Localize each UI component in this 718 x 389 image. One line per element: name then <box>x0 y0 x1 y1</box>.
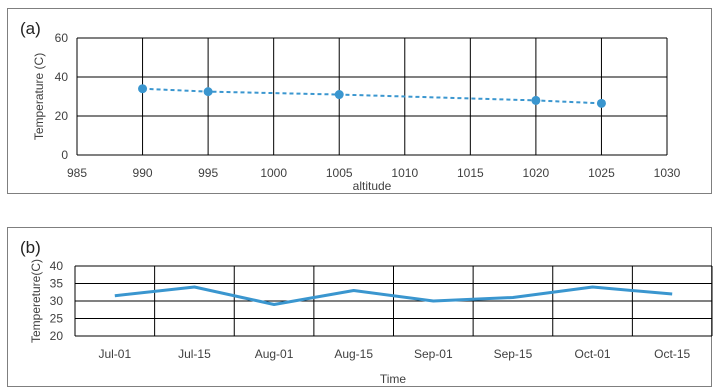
panel-label-a: (a) <box>20 19 41 38</box>
x-axis-label-b: Time <box>380 372 407 386</box>
y-tick-label-a: 20 <box>55 109 69 123</box>
x-tick-label-a: 1015 <box>457 166 484 180</box>
y-axis-label-b: Tempereture(C) <box>29 259 43 343</box>
x-tick-label-a: 1025 <box>588 166 615 180</box>
data-point-a <box>203 87 213 97</box>
x-tick-label-a: 1010 <box>391 166 418 180</box>
x-tick-label-b: Sep-15 <box>494 347 533 361</box>
y-tick-label-b: 30 <box>50 294 64 308</box>
data-point-a <box>531 95 541 105</box>
data-point-a <box>596 98 606 108</box>
series-line-b <box>114 285 673 306</box>
x-tick-label-a: 1020 <box>523 166 550 180</box>
y-axis-label-a: Temperature (C) <box>32 53 46 140</box>
y-tick-label-a: 40 <box>55 70 69 84</box>
x-tick-label-a: 995 <box>198 166 218 180</box>
x-tick-label-a: 1030 <box>654 166 681 180</box>
y-tick-label-a: 60 <box>55 31 69 45</box>
data-point-a <box>138 84 148 94</box>
y-tick-label-b: 40 <box>50 259 64 273</box>
x-tick-label-b: Oct-01 <box>575 347 611 361</box>
y-tick-label-b: 35 <box>50 277 64 291</box>
chart-panel-b: (b) <box>7 227 712 387</box>
x-tick-label-b: Jul-15 <box>178 347 211 361</box>
y-tick-label-b: 20 <box>50 329 64 343</box>
chart-panel-a: (a) <box>7 8 712 194</box>
x-tick-label-a: 990 <box>133 166 153 180</box>
x-tick-label-b: Aug-01 <box>255 347 294 361</box>
x-axis-label-a: altitude <box>353 179 392 193</box>
x-tick-label-a: 985 <box>67 166 87 180</box>
y-tick-label-b: 25 <box>50 312 64 326</box>
data-point-a <box>334 90 344 100</box>
x-tick-label-b: Aug-15 <box>334 347 373 361</box>
x-tick-label-b: Jul-01 <box>98 347 131 361</box>
y-tick-label-a: 0 <box>61 148 68 162</box>
x-tick-label-b: Oct-15 <box>654 347 690 361</box>
x-tick-label-a: 1005 <box>326 166 353 180</box>
panel-label-b: (b) <box>20 238 41 257</box>
x-tick-label-a: 1000 <box>260 166 287 180</box>
x-tick-label-b: Sep-01 <box>414 347 453 361</box>
